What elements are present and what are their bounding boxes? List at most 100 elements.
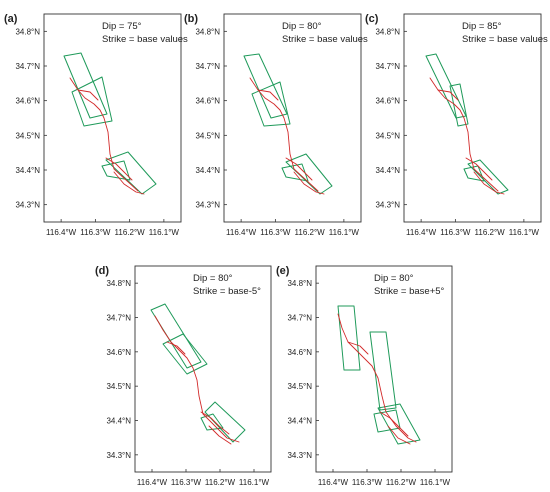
surface-rupture-trace [154,315,240,443]
lat-tick-label: 34.4°N [15,166,40,175]
fault-plane-outline [377,403,421,445]
lat-tick-label: 34.5°N [287,382,312,391]
lon-tick-label: 116.3°W [171,478,202,487]
lat-tick-label: 34.7°N [15,62,40,71]
lon-tick-label: 116.3°W [80,228,111,237]
lat-tick-label: 34.6°N [287,348,312,357]
surface-rupture-trace [113,171,145,195]
fault-plane-outline [162,333,208,375]
strike-text: Strike = base-5° [193,286,261,297]
map-frame [223,13,362,223]
lat-tick-label: 34.4°N [106,417,131,426]
lat-tick-label: 34.5°N [15,131,40,140]
fault-plane-outline [71,76,113,127]
lat-tick-label: 34.6°N [106,348,131,357]
map-content [243,53,333,195]
lon-tick-label: 116.1°W [329,228,360,237]
lat-tick-label: 34.8°N [106,279,131,288]
panel-label: (c) [365,13,379,25]
surface-rupture-trace [387,425,411,445]
lat-tick-label: 34.8°N [287,279,312,288]
lat-tick-label: 34.3°N [106,451,131,460]
lat-tick-label: 34.3°N [287,451,312,460]
lat-tick-label: 34.5°N [106,382,131,391]
strike-text: Strike = base values [102,34,188,45]
dip-text: Dip = 80° [374,273,414,284]
lat-tick-label: 34.7°N [375,62,400,71]
map-frame [43,13,182,223]
lon-tick-label: 116.1°W [239,478,270,487]
surface-rupture-trace [249,77,319,192]
fault-plane-outline [251,81,291,127]
surface-rupture-trace [105,157,133,181]
lat-tick-label: 34.8°N [15,27,40,36]
lon-tick-label: 116.1°W [149,228,180,237]
lon-tick-label: 116.4°W [226,228,257,237]
fault-plane-outline [337,305,361,371]
fault-plane-outline [281,163,309,182]
strike-text: Strike = base values [462,34,548,45]
fault-plane-outline [105,151,157,195]
fault-plane-outline [449,83,469,127]
surface-rupture-trace [347,341,369,355]
panel-label: (b) [184,13,198,25]
lat-tick-label: 34.5°N [195,131,220,140]
surface-rupture-trace [77,89,99,101]
dip-text: Dip = 85° [462,21,502,32]
surface-rupture-trace [429,77,499,192]
surface-rupture-trace [437,89,459,101]
map-content [425,53,509,195]
surface-rupture-trace [257,89,279,101]
surface-rupture-trace [285,157,313,181]
map-frame [315,265,453,473]
lon-tick-label: 116.3°W [440,228,471,237]
panel-d: (d) Dip = 80° Strike = base-5° 34.8°N 34.7°N… [95,265,272,487]
lon-tick-label: 116.3°W [260,228,291,237]
surface-rupture-trace [208,425,232,445]
fault-plane-outline [204,401,246,443]
surface-rupture-trace [379,411,409,437]
surface-rupture-trace [473,171,505,195]
fault-plane-outline [150,303,202,369]
lat-tick-label: 34.6°N [15,97,40,106]
fault-plane-outline [101,160,131,181]
surface-rupture-trace [465,157,493,181]
dip-text: Dip = 80° [282,21,322,32]
map-content [337,305,421,445]
panel-c: (c) Dip = 85° Strike = base values 34.8°N 34… [365,13,548,237]
lon-tick-label: 116.2°W [386,478,417,487]
lat-tick-label: 34.3°N [195,201,220,210]
lat-tick-label: 34.7°N [195,62,220,71]
surface-rupture-trace [69,77,139,192]
fault-plane-outline [285,153,333,195]
strike-text: Strike = base values [282,34,368,45]
panel-label: (e) [276,265,290,277]
lat-tick-label: 34.7°N [106,314,131,323]
lat-tick-label: 34.5°N [375,131,400,140]
dip-text: Dip = 80° [193,273,233,284]
lon-tick-label: 116.1°W [509,228,540,237]
lon-tick-label: 116.2°W [115,228,146,237]
lat-tick-label: 34.4°N [375,166,400,175]
surface-rupture-trace [293,171,325,195]
lat-tick-label: 34.6°N [375,97,400,106]
surface-rupture-trace [166,341,186,355]
lon-tick-label: 116.2°W [475,228,506,237]
lat-tick-label: 34.4°N [287,417,312,426]
map-content [150,303,246,445]
lon-tick-label: 116.4°W [46,228,77,237]
map-content [63,52,157,195]
dip-text: Dip = 75° [102,21,142,32]
fault-plane-outline [369,331,397,411]
lon-tick-label: 116.4°W [406,228,437,237]
surface-rupture-trace [337,313,417,443]
lat-tick-label: 34.6°N [195,97,220,106]
fault-plane-outline [200,413,224,431]
panel-label: (a) [4,13,18,25]
lat-tick-label: 34.7°N [287,314,312,323]
map-frame [134,265,272,473]
fault-plane-outline [63,52,108,119]
lon-tick-label: 116.2°W [205,478,236,487]
fault-plane-outline [467,159,509,195]
